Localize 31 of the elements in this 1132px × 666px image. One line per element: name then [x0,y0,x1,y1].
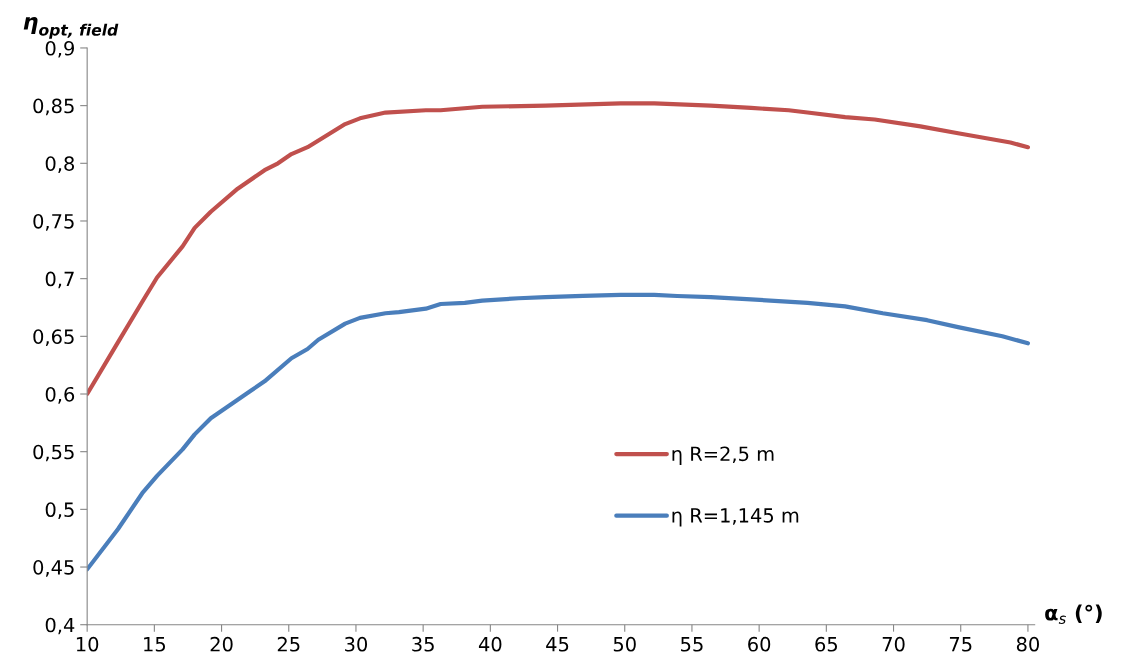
legend-label: η R=2,5 m [672,446,774,465]
y-tick-label: 0,55 [33,444,74,462]
x-tick-label: 30 [345,636,368,652]
y-tick-label: 0,6 [45,386,75,404]
x-tick-label: 40 [478,636,502,652]
x-tick-label: 65 [815,636,838,652]
y-tick-label: 0,8 [45,156,75,173]
y-tick-label: 0,9 [45,40,74,58]
x-tick-label: 50 [613,636,636,652]
x-tick-label: 25 [277,636,300,652]
x-tick-label: 80 [1016,636,1040,652]
x-tick-label: 60 [748,636,771,652]
x-tick-label: 20 [210,636,233,652]
line-series [87,292,1031,572]
y-tick-label: 0,7 [45,271,74,289]
x-tick-label: 55 [681,637,703,652]
y-tick-label: 0,45 [33,559,74,577]
x-tick-label: 70 [882,636,905,652]
y-tick-label: 0,5 [45,502,74,519]
y-tick-label: 0,65 [33,329,74,346]
line-series [87,101,1031,397]
y-tick-label: 0,85 [33,98,74,116]
x-tick-label: 35 [412,636,434,652]
x-tick-label: 15 [144,637,166,652]
x-tick-label: 75 [949,637,972,652]
legend-label: η R=1,145 m [672,508,799,527]
x-tick-label: 45 [546,637,569,652]
y-tick-label: 0,75 [33,213,74,231]
x-axis-title: α$_{s}$ (°) [1045,604,1102,624]
y-tick-label: 0,4 [45,617,75,635]
x-tick-label: 10 [76,636,99,652]
